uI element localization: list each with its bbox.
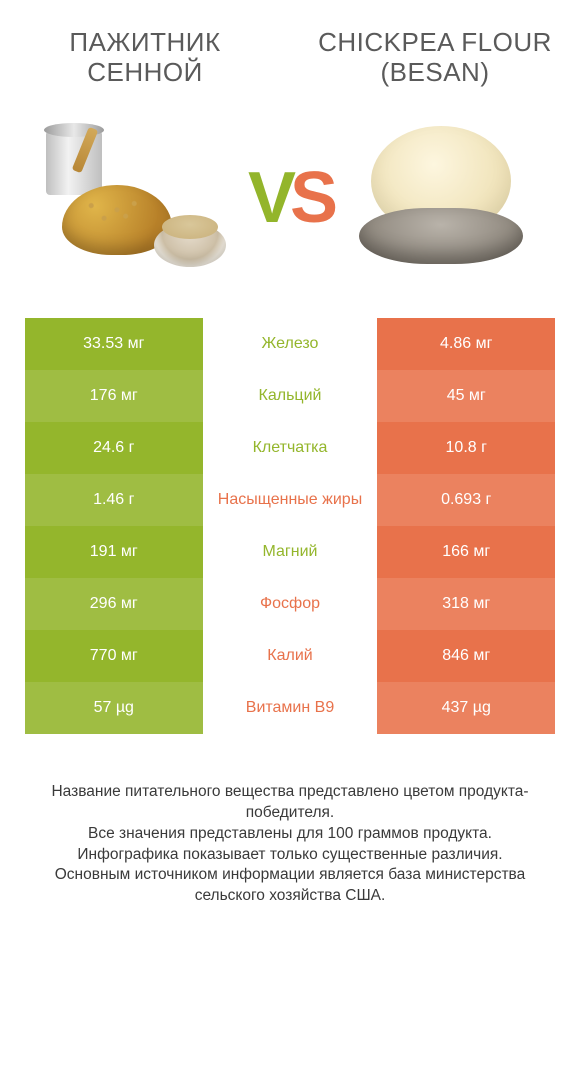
left-value: 770 мг bbox=[25, 630, 203, 682]
left-value: 191 мг bbox=[25, 526, 203, 578]
table-row: 1.46 гНасыщенные жиры0.693 г bbox=[25, 474, 555, 526]
nutrient-label: Калий bbox=[203, 630, 378, 682]
right-value: 0.693 г bbox=[377, 474, 555, 526]
infographic: Пажитник сенной Chickpea flour (besan) V… bbox=[0, 0, 580, 1084]
image-row: VS bbox=[0, 98, 580, 318]
nutrient-label: Фосфор bbox=[203, 578, 378, 630]
besan-icon bbox=[351, 118, 531, 278]
right-title: Chickpea flour (besan) bbox=[290, 28, 580, 88]
fenugreek-icon bbox=[44, 123, 234, 273]
nutrient-label: Кальций bbox=[203, 370, 378, 422]
nutrient-label: Насыщенные жиры bbox=[203, 474, 378, 526]
nutrient-label: Витамин B9 bbox=[203, 682, 378, 734]
right-value: 10.8 г bbox=[377, 422, 555, 474]
comparison-table: 33.53 мгЖелезо4.86 мг176 мгКальций45 мг2… bbox=[25, 318, 555, 734]
table-row: 191 мгМагний166 мг bbox=[25, 526, 555, 578]
footer-notes: Название питательного вещества представл… bbox=[0, 734, 580, 908]
left-value: 1.46 г bbox=[25, 474, 203, 526]
right-value: 437 µg bbox=[377, 682, 555, 734]
table-row: 24.6 гКлетчатка10.8 г bbox=[25, 422, 555, 474]
left-value: 24.6 г bbox=[25, 422, 203, 474]
right-image bbox=[332, 108, 550, 288]
nutrient-label: Магний bbox=[203, 526, 378, 578]
vs-v: V bbox=[248, 162, 290, 234]
left-value: 57 µg bbox=[25, 682, 203, 734]
titles-row: Пажитник сенной Chickpea flour (besan) bbox=[0, 0, 580, 98]
nutrient-label: Железо bbox=[203, 318, 378, 370]
vs-s: S bbox=[290, 162, 332, 234]
right-value: 4.86 мг bbox=[377, 318, 555, 370]
vs-label: VS bbox=[248, 162, 332, 234]
left-title: Пажитник сенной bbox=[0, 28, 290, 88]
right-value: 318 мг bbox=[377, 578, 555, 630]
nutrient-label: Клетчатка bbox=[203, 422, 378, 474]
table-row: 770 мгКалий846 мг bbox=[25, 630, 555, 682]
right-value: 846 мг bbox=[377, 630, 555, 682]
left-value: 296 мг bbox=[25, 578, 203, 630]
right-value: 45 мг bbox=[377, 370, 555, 422]
right-value: 166 мг bbox=[377, 526, 555, 578]
table-row: 33.53 мгЖелезо4.86 мг bbox=[25, 318, 555, 370]
table-row: 176 мгКальций45 мг bbox=[25, 370, 555, 422]
table-row: 57 µgВитамин B9437 µg bbox=[25, 682, 555, 734]
left-image bbox=[30, 108, 248, 288]
footer-line: Все значения представлены для 100 граммо… bbox=[28, 824, 552, 845]
left-value: 176 мг bbox=[25, 370, 203, 422]
left-value: 33.53 мг bbox=[25, 318, 203, 370]
footer-line: Название питательного вещества представл… bbox=[28, 782, 552, 824]
footer-line: Инфографика показывает только существенн… bbox=[28, 845, 552, 866]
footer-line: Основным источником информации является … bbox=[28, 865, 552, 907]
table-row: 296 мгФосфор318 мг bbox=[25, 578, 555, 630]
